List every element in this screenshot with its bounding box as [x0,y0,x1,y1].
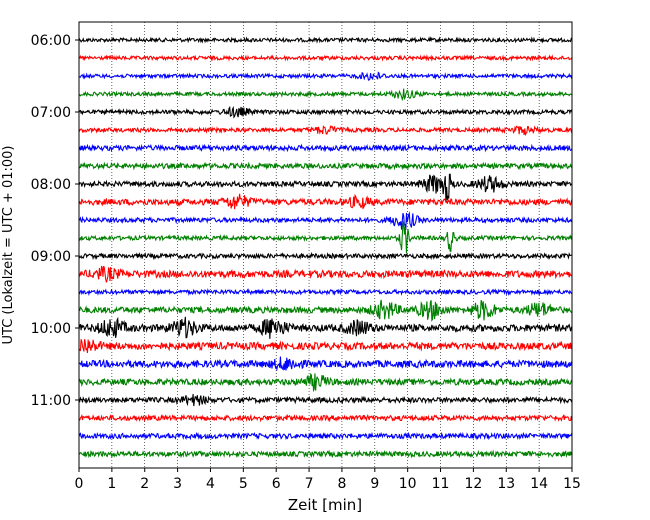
y-axis-ticks: 06:00 07:00 08:00 09:00 10:00 11:00 [31,33,79,409]
trace-0845 [78,221,573,254]
x-axis-ticks: 0 1 2 3 4 5 6 7 8 9 10 11 12 13 14 15 [75,468,581,492]
y-tick-label: 11:00 [31,393,71,409]
trace-0700 [78,105,573,119]
y-tick-label: 09:00 [31,249,71,265]
x-tick-label: 1 [107,476,116,492]
trace-0830 [78,211,573,230]
trace-0745 [78,161,573,171]
x-tick-label: 8 [337,476,346,492]
x-tick-label: 12 [464,476,482,492]
trace-0600 [78,36,573,44]
trace-1015 [78,339,573,354]
x-tick-label: 10 [399,476,417,492]
trace-0945 [78,299,573,322]
seismic-traces [78,36,573,459]
x-tick-label: 0 [75,476,84,492]
x-axis-label: Zeit [min] [288,496,362,514]
trace-0615 [78,54,573,62]
x-tick-label: 6 [272,476,281,492]
y-tick-label: 10:00 [31,321,71,337]
x-tick-label: 11 [432,476,450,492]
trace-0800 [78,173,573,202]
y-tick-label: 08:00 [31,177,71,193]
trace-0915 [78,265,573,283]
trace-1145 [78,449,573,459]
trace-1100 [78,394,573,407]
trace-0630 [78,71,573,81]
x-tick-label: 4 [206,476,215,492]
x-tick-label: 7 [305,476,314,492]
y-tick-label: 06:00 [31,33,71,49]
trace-1115 [78,413,573,423]
x-tick-label: 14 [530,476,548,492]
y-tick-label: 07:00 [31,105,71,121]
x-tick-label: 3 [173,476,182,492]
trace-0715 [78,124,573,137]
trace-0730 [78,143,573,153]
trace-1130 [78,431,573,441]
trace-0900 [78,251,573,261]
trace-0815 [78,193,573,210]
trace-1000 [78,316,573,339]
x-tick-label: 15 [563,476,581,492]
x-tick-label: 2 [140,476,149,492]
grid-lines [111,22,540,468]
x-tick-label: 9 [370,476,379,492]
trace-1030 [78,356,573,372]
y-axis-label: UTC (Lokalzeit = UTC + 01:00) [1,146,16,345]
trace-1045 [78,372,573,393]
x-tick-label: 5 [239,476,248,492]
plot-frame [78,21,573,469]
trace-0930 [78,287,573,297]
x-tick-label: 13 [497,476,515,492]
trace-0645 [78,88,573,102]
